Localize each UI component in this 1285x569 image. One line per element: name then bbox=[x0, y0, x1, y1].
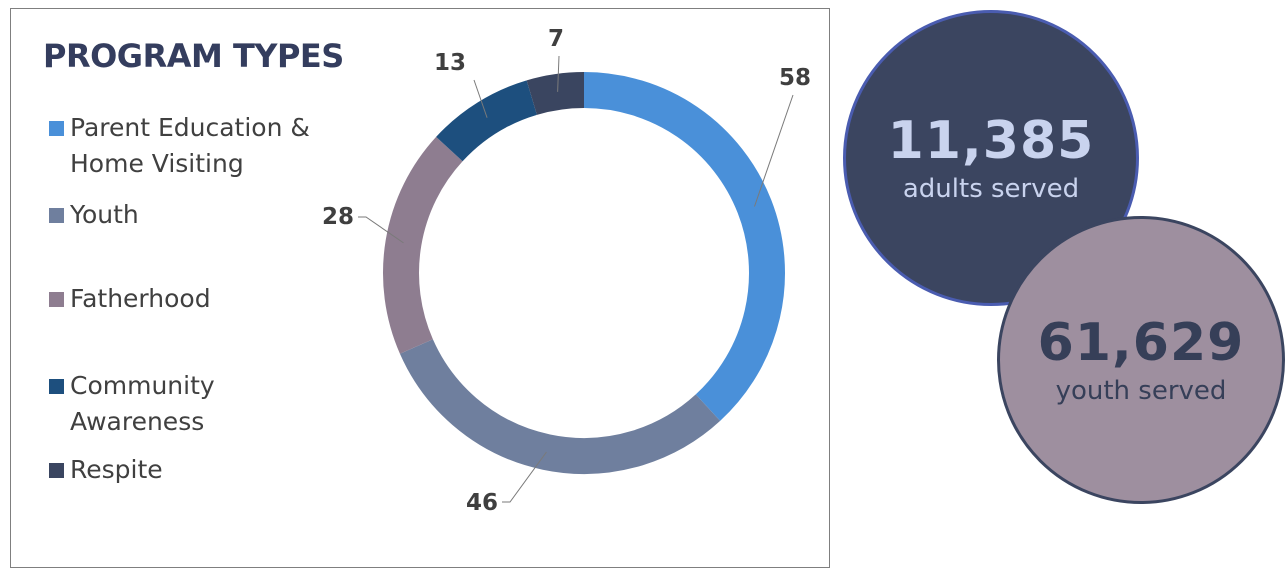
legend-swatch bbox=[49, 292, 64, 307]
data-label: 13 bbox=[434, 50, 466, 76]
legend-swatch bbox=[49, 121, 64, 136]
legend-label: Respite bbox=[70, 455, 163, 484]
youth-served-badge: 61,629 youth served bbox=[997, 216, 1285, 504]
legend-label: Youth bbox=[70, 200, 139, 229]
donut-slice bbox=[436, 80, 538, 162]
legend-label: Community Awareness bbox=[70, 371, 215, 436]
legend-item: Fatherhood bbox=[49, 281, 369, 317]
legend-label: Fatherhood bbox=[70, 284, 211, 313]
donut-slice bbox=[583, 72, 785, 421]
legend-item: Youth bbox=[49, 197, 369, 233]
data-label: 7 bbox=[548, 26, 564, 52]
data-label: 58 bbox=[779, 65, 811, 91]
data-label: 28 bbox=[322, 204, 354, 230]
donut-slice bbox=[383, 136, 463, 354]
leader-line bbox=[557, 55, 560, 92]
legend-swatch bbox=[49, 208, 64, 223]
legend-item: Respite bbox=[49, 452, 369, 488]
adults-served-value: 11,385 bbox=[887, 111, 1095, 171]
leader-line bbox=[502, 451, 547, 503]
donut-chart: 58 46 28 13 7 bbox=[322, 26, 811, 516]
legend-swatch bbox=[49, 463, 64, 478]
legend-label: Parent Education & Home Visiting bbox=[70, 113, 310, 178]
legend-swatch bbox=[49, 379, 64, 394]
donut-slice bbox=[399, 339, 721, 474]
youth-served-value: 61,629 bbox=[1037, 313, 1245, 373]
chart-title: PROGRAM TYPES bbox=[43, 37, 344, 75]
youth-served-caption: youth served bbox=[1055, 376, 1227, 406]
adults-served-caption: adults served bbox=[902, 174, 1080, 204]
leader-line bbox=[473, 79, 488, 118]
chart-panel: PROGRAM TYPES Parent Education & Home Vi… bbox=[10, 8, 830, 568]
leader-line bbox=[754, 94, 794, 207]
legend-item: Parent Education & Home Visiting bbox=[49, 110, 369, 182]
leader-line bbox=[358, 216, 404, 244]
donut-slice bbox=[526, 72, 585, 115]
legend-item: Community Awareness bbox=[49, 368, 369, 440]
data-label: 46 bbox=[466, 490, 498, 516]
